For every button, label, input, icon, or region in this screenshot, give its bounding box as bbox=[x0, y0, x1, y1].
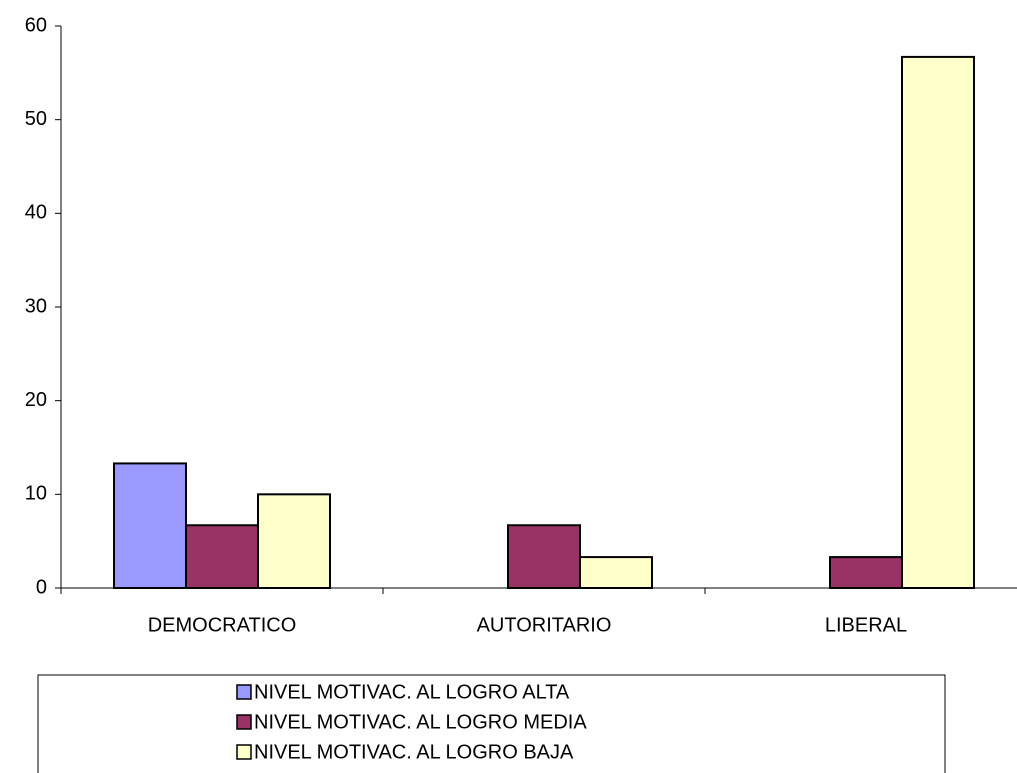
y-tick-label: 40 bbox=[25, 202, 47, 224]
bar bbox=[579, 556, 653, 590]
bar bbox=[829, 556, 903, 590]
legend-label: NIVEL MOTIVAC. AL LOGRO MEDIA bbox=[254, 711, 587, 733]
x-tick-label: LIBERAL bbox=[825, 614, 907, 636]
bar bbox=[185, 524, 259, 590]
y-tick-label: 50 bbox=[25, 108, 47, 130]
bar bbox=[113, 462, 187, 590]
legend-box bbox=[37, 674, 946, 773]
legend-swatch bbox=[236, 714, 252, 730]
y-tick-label: 20 bbox=[25, 389, 47, 411]
x-tick-label: DEMOCRATICO bbox=[148, 614, 297, 636]
legend-swatch bbox=[236, 744, 252, 760]
bar bbox=[901, 55, 975, 590]
legend-label: NIVEL MOTIVAC. AL LOGRO ALTA bbox=[254, 681, 570, 703]
y-tick-label: 30 bbox=[25, 295, 47, 317]
legend-label: NIVEL MOTIVAC. AL LOGRO BAJA bbox=[254, 741, 574, 763]
legend-swatch bbox=[236, 684, 252, 700]
y-tick-label: 10 bbox=[25, 483, 47, 505]
bar bbox=[507, 524, 581, 590]
y-tick-label: 60 bbox=[25, 14, 47, 36]
bar bbox=[257, 493, 331, 590]
y-tick-label: 0 bbox=[36, 576, 47, 598]
x-tick-label: AUTORITARIO bbox=[477, 614, 612, 636]
